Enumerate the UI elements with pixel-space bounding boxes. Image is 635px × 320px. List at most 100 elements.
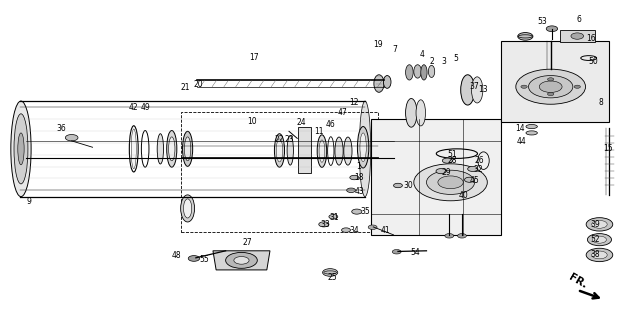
- Text: 45: 45: [470, 176, 479, 185]
- Ellipse shape: [184, 137, 190, 161]
- Text: FR.: FR.: [567, 272, 589, 290]
- Circle shape: [464, 177, 474, 182]
- Ellipse shape: [157, 134, 164, 164]
- Text: 22: 22: [275, 135, 284, 144]
- Text: 16: 16: [586, 34, 596, 43]
- Circle shape: [368, 225, 377, 229]
- Circle shape: [394, 183, 403, 188]
- Text: 23: 23: [284, 135, 294, 144]
- Circle shape: [592, 251, 607, 259]
- Ellipse shape: [18, 133, 24, 165]
- Text: 40: 40: [458, 191, 468, 200]
- Circle shape: [586, 248, 613, 262]
- Ellipse shape: [11, 101, 31, 197]
- Ellipse shape: [461, 75, 474, 105]
- Ellipse shape: [429, 65, 435, 77]
- Text: 37: 37: [470, 82, 479, 91]
- Ellipse shape: [358, 126, 369, 168]
- Circle shape: [458, 234, 466, 238]
- Ellipse shape: [374, 75, 384, 92]
- Ellipse shape: [471, 77, 483, 103]
- Circle shape: [528, 76, 573, 98]
- Circle shape: [188, 256, 199, 261]
- Text: 42: 42: [129, 103, 138, 112]
- Ellipse shape: [406, 99, 417, 127]
- Text: 2: 2: [429, 57, 434, 66]
- Text: 50: 50: [588, 57, 598, 66]
- Text: 29: 29: [441, 168, 451, 177]
- Circle shape: [518, 33, 533, 40]
- Polygon shape: [560, 30, 595, 42]
- Circle shape: [234, 257, 249, 264]
- Text: 18: 18: [354, 173, 363, 182]
- Ellipse shape: [359, 101, 371, 197]
- Ellipse shape: [169, 137, 175, 161]
- Ellipse shape: [406, 65, 413, 80]
- Circle shape: [443, 158, 453, 163]
- Circle shape: [342, 228, 351, 232]
- Text: 27: 27: [243, 238, 253, 247]
- Polygon shape: [501, 41, 609, 122]
- Text: 25: 25: [327, 273, 337, 282]
- Text: 10: 10: [248, 117, 257, 126]
- Text: 51: 51: [447, 150, 457, 159]
- Text: 5: 5: [453, 53, 458, 62]
- Ellipse shape: [344, 137, 352, 165]
- Ellipse shape: [421, 65, 427, 80]
- Ellipse shape: [318, 135, 326, 167]
- Text: 11: 11: [314, 127, 323, 136]
- Text: 28: 28: [447, 156, 457, 165]
- Ellipse shape: [287, 136, 293, 165]
- Text: 55: 55: [200, 255, 210, 264]
- Text: 6: 6: [576, 15, 581, 24]
- Ellipse shape: [180, 195, 194, 222]
- Ellipse shape: [526, 124, 537, 129]
- Ellipse shape: [184, 199, 192, 218]
- Text: 34: 34: [349, 226, 359, 235]
- Text: 39: 39: [590, 220, 600, 229]
- Text: 24: 24: [297, 118, 307, 127]
- Text: 4: 4: [420, 50, 424, 59]
- Text: 17: 17: [250, 52, 259, 61]
- Text: 26: 26: [474, 156, 484, 164]
- Text: 9: 9: [27, 197, 32, 206]
- Ellipse shape: [182, 131, 192, 166]
- Ellipse shape: [526, 131, 537, 135]
- Circle shape: [592, 220, 607, 228]
- Text: 35: 35: [360, 207, 370, 216]
- Text: 7: 7: [392, 44, 398, 54]
- Circle shape: [467, 166, 478, 172]
- Ellipse shape: [167, 131, 177, 167]
- Text: 38: 38: [590, 251, 600, 260]
- Circle shape: [521, 85, 527, 88]
- Circle shape: [414, 164, 487, 201]
- Text: 8: 8: [598, 98, 603, 107]
- Ellipse shape: [360, 133, 366, 162]
- Circle shape: [547, 92, 554, 96]
- Text: 19: 19: [373, 40, 382, 49]
- Text: 33: 33: [320, 220, 330, 229]
- Ellipse shape: [414, 65, 422, 78]
- Circle shape: [539, 81, 562, 92]
- Ellipse shape: [131, 129, 137, 169]
- Text: 52: 52: [590, 235, 600, 244]
- Circle shape: [574, 85, 580, 88]
- Ellipse shape: [384, 76, 391, 88]
- Text: 3: 3: [442, 57, 446, 66]
- Ellipse shape: [335, 137, 343, 165]
- Ellipse shape: [14, 114, 28, 184]
- Text: 49: 49: [140, 103, 150, 112]
- Text: 43: 43: [355, 188, 365, 196]
- Circle shape: [592, 236, 606, 243]
- Polygon shape: [371, 119, 501, 235]
- Circle shape: [546, 26, 558, 32]
- Text: 21: 21: [181, 83, 190, 92]
- Text: 41: 41: [381, 226, 391, 235]
- Text: 44: 44: [517, 137, 526, 146]
- Circle shape: [436, 169, 446, 174]
- Text: 12: 12: [349, 98, 358, 107]
- Circle shape: [587, 234, 612, 246]
- Circle shape: [352, 209, 362, 214]
- Circle shape: [445, 234, 454, 238]
- Circle shape: [571, 33, 584, 39]
